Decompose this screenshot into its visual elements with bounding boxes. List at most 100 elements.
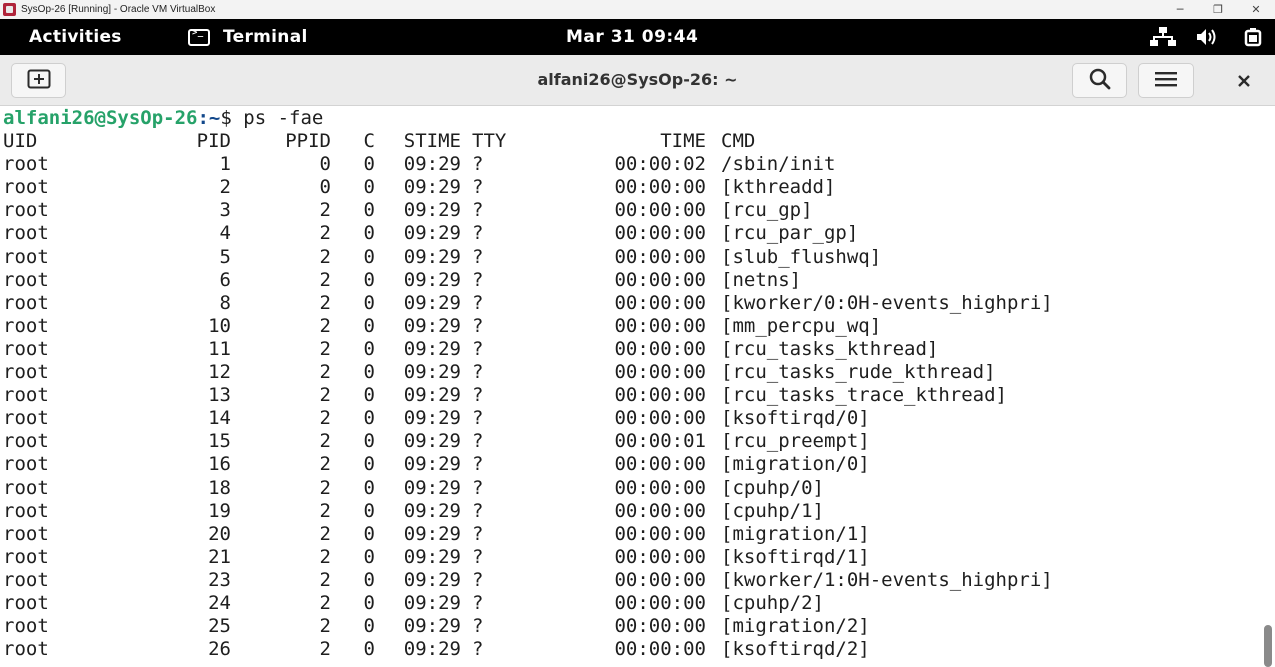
cell-uid: root — [3, 337, 49, 360]
terminal-output[interactable]: alfani26@SysOp-26:~$ ps -fae UID PID PPID C… — [0, 107, 1259, 667]
cell-tty: ? — [472, 591, 484, 614]
cell-c: 0 — [363, 615, 375, 638]
cell-stime: 09:29 — [403, 522, 461, 545]
cell-stime: 09:29 — [403, 176, 461, 199]
cell-uid: root — [3, 591, 49, 614]
terminal-scrollbar[interactable] — [1259, 107, 1275, 667]
cell-uid: root — [3, 199, 49, 222]
clock[interactable]: Mar 31 09:44 — [566, 27, 699, 47]
app-menu-terminal[interactable]: Terminal — [188, 19, 308, 55]
cell-tty: ? — [472, 407, 484, 430]
cell-ppid: 2 — [319, 615, 331, 638]
cell-pid: 5 — [219, 245, 231, 268]
cell-ppid: 2 — [319, 245, 331, 268]
cell-c: 0 — [363, 591, 375, 614]
activities-button[interactable]: Activities — [29, 27, 122, 47]
restore-icon[interactable]: ❐ — [1213, 3, 1223, 16]
cell-uid: root — [3, 568, 49, 591]
hamburger-menu-button[interactable] — [1138, 63, 1194, 98]
cell-ppid: 2 — [319, 361, 331, 384]
cell-tty: ? — [472, 384, 484, 407]
process-row: root 4 2 0 09:29? 00:00:00 [rcu_par_gp] — [3, 222, 1259, 245]
close-icon — [1237, 69, 1251, 93]
prompt-user: alfani26@SysOp-26 — [3, 107, 198, 129]
cell-ppid: 2 — [319, 476, 331, 499]
cell-time: 00:00:00 — [614, 245, 706, 268]
process-row: root 2 0 0 09:29? 00:00:00 [kthreadd] — [3, 176, 1259, 199]
cell-ppid: 2 — [319, 638, 331, 661]
cell-time: 00:00:00 — [614, 314, 706, 337]
cell-cmd: [rcu_tasks_trace_kthread] — [721, 384, 1007, 407]
cell-cmd: [rcu_tasks_rude_kthread] — [721, 361, 996, 384]
close-window-icon[interactable]: ✕ — [1251, 3, 1261, 16]
cell-c: 0 — [363, 499, 375, 522]
process-list: root 1 0 0 09:29? 00:00:02/sbin/init root 2 0 0 09… — [3, 153, 1259, 661]
cell-time: 00:00:00 — [614, 568, 706, 591]
volume-icon[interactable] — [1185, 27, 1230, 47]
cell-uid: root — [3, 499, 49, 522]
cell-cmd: [ksoftirqd/0] — [721, 407, 870, 430]
cell-cmd: [ksoftirqd/2] — [721, 638, 870, 661]
cell-ppid: 2 — [319, 430, 331, 453]
cell-cmd: [kworker/1:0H-events_highpri] — [721, 568, 1053, 591]
cell-stime: 09:29 — [403, 430, 461, 453]
cell-uid: root — [3, 314, 49, 337]
cell-tty: ? — [472, 314, 484, 337]
battery-icon[interactable] — [1230, 27, 1275, 47]
network-icon[interactable] — [1140, 27, 1185, 47]
process-row: root 21 2 0 09:29? 00:00:00 [ksoftirqd/1] — [3, 546, 1259, 569]
virtualbox-window-controls: ─ ❐ ✕ — [1161, 0, 1275, 19]
cell-ppid: 2 — [319, 453, 331, 476]
cell-stime: 09:29 — [403, 314, 461, 337]
cell-ppid: 2 — [319, 522, 331, 545]
cell-pid: 19 — [208, 499, 231, 522]
cell-cmd: [netns] — [721, 268, 802, 291]
cell-tty: ? — [472, 268, 484, 291]
cell-cmd: [rcu_tasks_kthread] — [721, 337, 939, 360]
process-row: root 16 2 0 09:29? 00:00:00 [migration/0] — [3, 453, 1259, 476]
cell-uid: root — [3, 268, 49, 291]
cell-cmd: [cpuhp/0] — [721, 476, 824, 499]
cell-ppid: 2 — [319, 545, 331, 568]
cell-stime: 09:29 — [403, 268, 461, 291]
close-button[interactable] — [1226, 63, 1261, 98]
system-tray[interactable] — [1140, 19, 1275, 55]
cell-stime: 09:29 — [403, 591, 461, 614]
cell-ppid: 2 — [319, 337, 331, 360]
cell-tty: ? — [472, 222, 484, 245]
process-row: root 12 2 0 09:29? 00:00:00 [rcu_tasks_rude_kt… — [3, 361, 1259, 384]
cell-uid: root — [3, 176, 49, 199]
process-row: root 14 2 0 09:29? 00:00:00 [ksoftirqd/0] — [3, 407, 1259, 430]
cell-pid: 23 — [208, 568, 231, 591]
header-uid: UID — [3, 130, 38, 153]
cell-stime: 09:29 — [403, 499, 461, 522]
scrollbar-thumb[interactable] — [1264, 625, 1272, 667]
cell-time: 00:00:00 — [614, 337, 706, 360]
cell-cmd: [rcu_par_gp] — [721, 222, 859, 245]
search-button[interactable] — [1072, 63, 1127, 98]
cell-time: 00:00:00 — [614, 361, 706, 384]
virtualbox-window-title: SysOp-26 [Running] - Oracle VM VirtualBo… — [21, 4, 216, 15]
new-tab-button[interactable] — [11, 63, 66, 98]
cell-c: 0 — [363, 337, 375, 360]
cell-cmd: [slub_flushwq] — [721, 245, 882, 268]
cell-cmd: [migration/0] — [721, 453, 870, 476]
cell-c: 0 — [363, 199, 375, 222]
cell-ppid: 2 — [319, 291, 331, 314]
process-row: root 1 0 0 09:29? 00:00:02/sbin/init — [3, 153, 1259, 176]
cell-ppid: 2 — [319, 591, 331, 614]
minimize-icon[interactable]: ─ — [1176, 3, 1184, 16]
cell-stime: 09:29 — [403, 384, 461, 407]
app-menu-label: Terminal — [223, 27, 308, 47]
cell-pid: 10 — [208, 314, 231, 337]
cell-uid: root — [3, 291, 49, 314]
cell-pid: 14 — [208, 407, 231, 430]
header-ppid: PPID — [285, 130, 331, 153]
cell-uid: root — [3, 615, 49, 638]
cell-tty: ? — [472, 476, 484, 499]
cell-uid: root — [3, 245, 49, 268]
search-icon — [1089, 68, 1111, 94]
cell-uid: root — [3, 361, 49, 384]
process-row: root 10 2 0 09:29? 00:00:00 [mm_percpu_wq] — [3, 315, 1259, 338]
cell-cmd: [rcu_gp] — [721, 199, 813, 222]
